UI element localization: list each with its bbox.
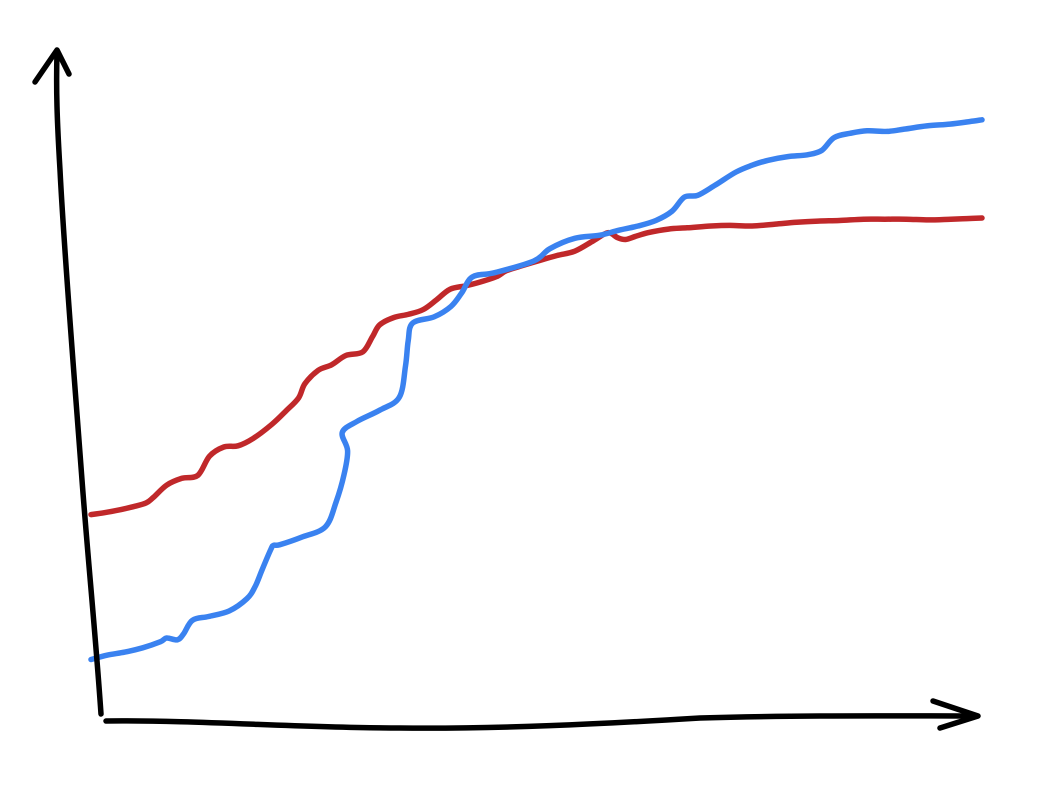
series-line-1 <box>88 215 985 518</box>
series-line-2 <box>88 117 985 663</box>
x-axis-arrowhead <box>930 698 981 731</box>
y-axis-arrowhead <box>32 47 72 85</box>
axis-layer <box>32 47 981 731</box>
series-layer <box>88 117 985 663</box>
y-axis-line <box>53 49 104 717</box>
x-axis-line <box>103 713 980 731</box>
